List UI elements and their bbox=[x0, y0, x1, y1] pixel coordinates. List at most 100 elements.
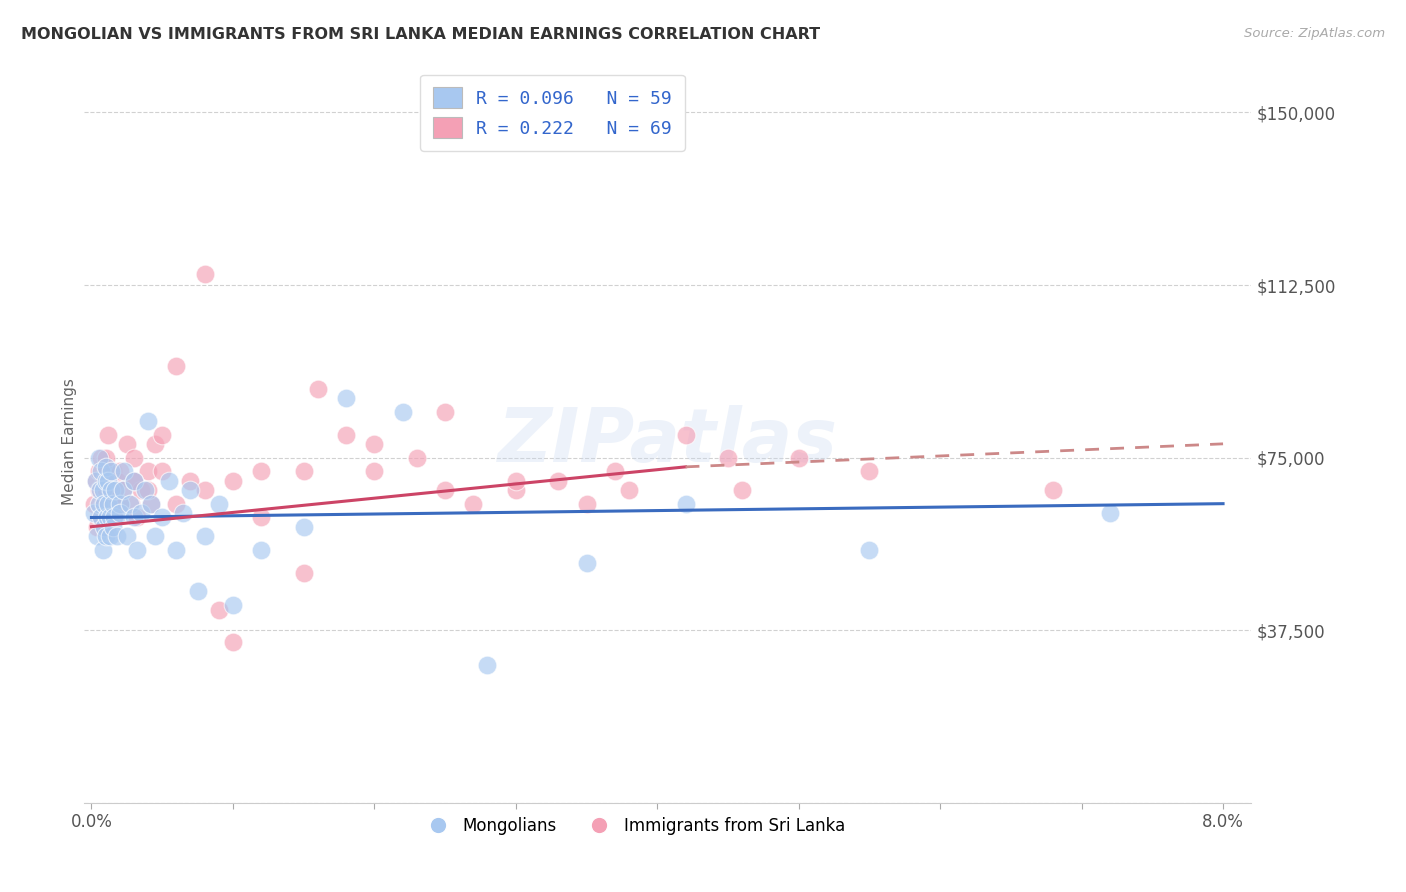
Point bbox=[363, 465, 385, 479]
Point bbox=[150, 510, 173, 524]
Point bbox=[108, 497, 131, 511]
Point bbox=[292, 519, 315, 533]
Point bbox=[179, 483, 201, 497]
Point bbox=[134, 483, 156, 497]
Point bbox=[97, 474, 120, 488]
Point bbox=[136, 414, 159, 428]
Point bbox=[94, 465, 117, 479]
Point bbox=[675, 497, 697, 511]
Legend: Mongolians, Immigrants from Sri Lanka: Mongolians, Immigrants from Sri Lanka bbox=[415, 810, 852, 841]
Point bbox=[83, 506, 105, 520]
Point bbox=[84, 474, 107, 488]
Point bbox=[157, 474, 180, 488]
Point bbox=[307, 382, 329, 396]
Point bbox=[165, 359, 187, 373]
Point bbox=[122, 474, 145, 488]
Point bbox=[90, 510, 112, 524]
Point bbox=[172, 506, 194, 520]
Point bbox=[90, 465, 112, 479]
Point bbox=[91, 497, 114, 511]
Point bbox=[108, 465, 131, 479]
Point bbox=[103, 510, 125, 524]
Point bbox=[89, 510, 111, 524]
Point bbox=[108, 497, 131, 511]
Point bbox=[87, 450, 110, 465]
Point bbox=[101, 519, 124, 533]
Point bbox=[91, 483, 114, 497]
Point bbox=[547, 474, 569, 488]
Point bbox=[186, 584, 208, 599]
Point bbox=[575, 557, 598, 571]
Point bbox=[98, 510, 121, 524]
Point bbox=[139, 497, 162, 511]
Point bbox=[717, 450, 740, 465]
Point bbox=[97, 427, 120, 442]
Point bbox=[222, 634, 245, 648]
Point bbox=[165, 542, 187, 557]
Point bbox=[93, 474, 115, 488]
Point bbox=[94, 529, 117, 543]
Point bbox=[104, 483, 127, 497]
Point bbox=[363, 437, 385, 451]
Point bbox=[115, 529, 138, 543]
Point bbox=[292, 465, 315, 479]
Point bbox=[111, 483, 134, 497]
Point bbox=[208, 602, 231, 616]
Point bbox=[98, 483, 121, 497]
Y-axis label: Median Earnings: Median Earnings bbox=[62, 378, 77, 505]
Point bbox=[603, 465, 626, 479]
Point bbox=[150, 427, 173, 442]
Point bbox=[86, 519, 108, 533]
Point bbox=[122, 474, 145, 488]
Point bbox=[108, 497, 131, 511]
Text: ZIPatlas: ZIPatlas bbox=[498, 405, 838, 478]
Point bbox=[108, 506, 131, 520]
Point bbox=[136, 483, 159, 497]
Point bbox=[139, 497, 162, 511]
Point bbox=[125, 542, 148, 557]
Point bbox=[94, 459, 117, 474]
Point bbox=[87, 497, 110, 511]
Point bbox=[858, 542, 880, 557]
Point bbox=[94, 450, 117, 465]
Point bbox=[103, 510, 125, 524]
Point bbox=[101, 497, 124, 511]
Point bbox=[675, 427, 697, 442]
Point bbox=[405, 450, 427, 465]
Point bbox=[97, 497, 120, 511]
Point bbox=[111, 483, 134, 497]
Point bbox=[91, 542, 114, 557]
Point bbox=[434, 483, 457, 497]
Point bbox=[463, 497, 485, 511]
Point bbox=[1042, 483, 1064, 497]
Point bbox=[250, 510, 273, 524]
Point bbox=[194, 529, 217, 543]
Point bbox=[731, 483, 754, 497]
Text: MONGOLIAN VS IMMIGRANTS FROM SRI LANKA MEDIAN EARNINGS CORRELATION CHART: MONGOLIAN VS IMMIGRANTS FROM SRI LANKA M… bbox=[21, 27, 820, 42]
Point bbox=[250, 465, 273, 479]
Point bbox=[84, 474, 107, 488]
Point bbox=[222, 598, 245, 612]
Point bbox=[208, 497, 231, 511]
Point bbox=[83, 497, 105, 511]
Point bbox=[505, 474, 527, 488]
Point bbox=[434, 404, 457, 418]
Point bbox=[94, 483, 117, 497]
Point bbox=[150, 465, 173, 479]
Point bbox=[122, 474, 145, 488]
Point bbox=[194, 267, 217, 281]
Point bbox=[104, 483, 127, 497]
Point bbox=[575, 497, 598, 511]
Point bbox=[194, 483, 217, 497]
Point bbox=[143, 437, 166, 451]
Point bbox=[125, 510, 148, 524]
Point bbox=[222, 474, 245, 488]
Point bbox=[115, 437, 138, 451]
Point bbox=[93, 519, 115, 533]
Point bbox=[179, 474, 201, 488]
Point bbox=[96, 510, 118, 524]
Point bbox=[96, 519, 118, 533]
Point bbox=[112, 465, 135, 479]
Point bbox=[391, 404, 413, 418]
Point bbox=[86, 529, 108, 543]
